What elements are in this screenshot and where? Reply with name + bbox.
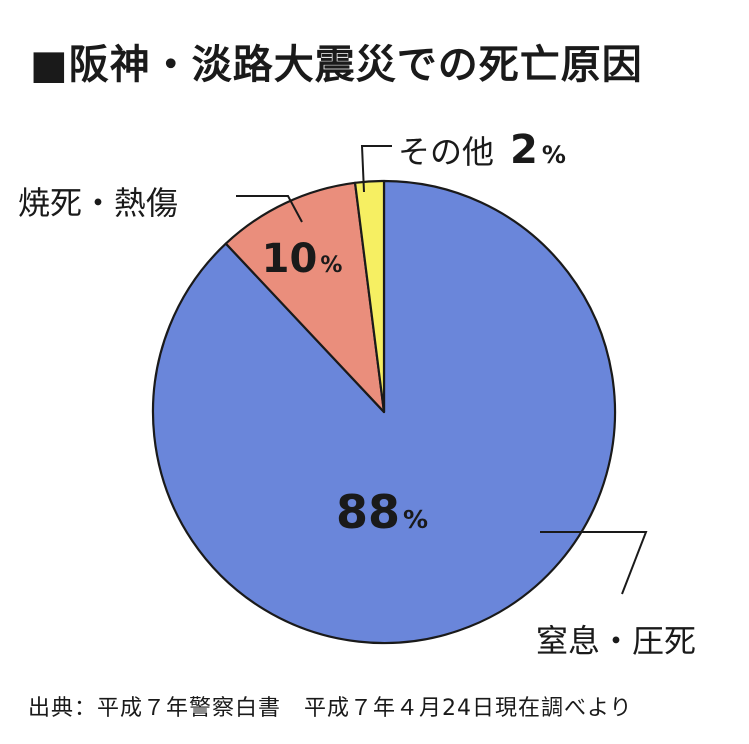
slice-labels: 窒息・圧死 88 % 焼死・熱傷 10 % その他 2%: [18, 127, 696, 660]
slice-name-1: 焼死・熱傷: [18, 184, 178, 222]
pie-slice-0: [151, 179, 617, 645]
slice-label-2: その他 2%: [398, 127, 566, 173]
leader-line-0: [540, 531, 648, 595]
slice-unit-2: %: [542, 141, 566, 169]
pie-slice-1: [224, 181, 386, 414]
slice-name-0: 窒息・圧死: [536, 622, 696, 660]
leader-line-1: [236, 195, 303, 223]
pie-slice-2: [353, 179, 386, 414]
slice-value-2: 2: [510, 127, 538, 173]
pie-slices: [151, 179, 617, 645]
slice-value-1: 10%: [262, 236, 343, 282]
leader-line-2: [360, 145, 392, 193]
source-note: 出典：平成７年警察白書 平成７年４月24日現在調べより: [28, 696, 633, 721]
chart-title: ■阪神・淡路大震災での死亡原因: [30, 42, 643, 88]
leader-lines: [236, 145, 648, 595]
slice-value-0: 88%: [336, 485, 428, 539]
slice-name-2: その他: [398, 133, 494, 171]
